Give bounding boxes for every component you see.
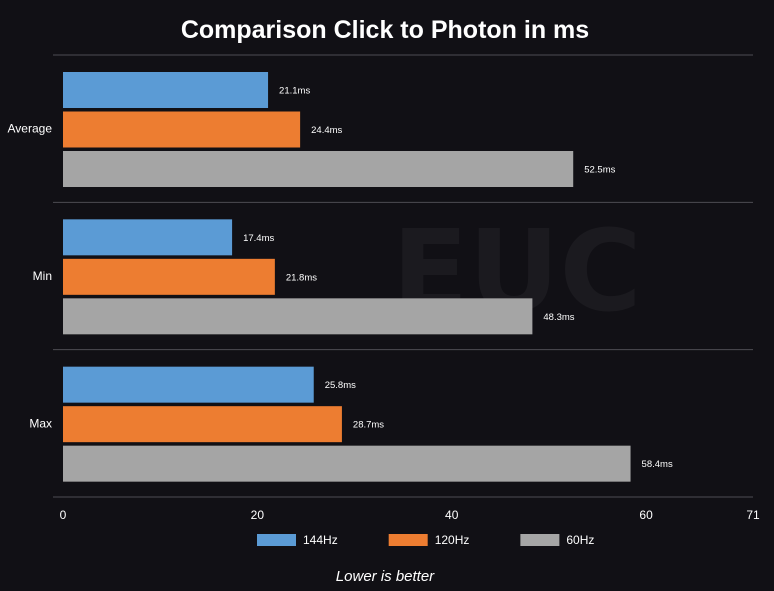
- legend-label: 120Hz: [435, 533, 470, 547]
- bar: [63, 298, 533, 335]
- data-label: 58.4ms: [642, 459, 673, 470]
- bar: [63, 219, 233, 256]
- legend-item: 120Hz: [388, 533, 470, 547]
- legend-swatch: [257, 534, 296, 546]
- category-axis: Average Min Max: [8, 122, 53, 431]
- tick-label: 60: [639, 508, 653, 522]
- legend-label: 144Hz: [303, 533, 338, 547]
- bar: [63, 258, 275, 295]
- chart-title: Comparison Click to Photon in ms: [181, 16, 589, 44]
- bar: [63, 72, 269, 108]
- category-label: Average: [8, 122, 53, 136]
- data-label: 48.3ms: [543, 312, 574, 323]
- category-label: Min: [33, 269, 52, 283]
- tick-label: 40: [445, 508, 459, 522]
- grid-lines: [53, 54, 753, 498]
- data-label: 21.1ms: [279, 86, 310, 97]
- footnote-lower-is-better: Lower is better: [336, 568, 435, 585]
- data-label: 17.4ms: [243, 233, 274, 244]
- tick-label: 0: [60, 508, 67, 522]
- bars: [63, 72, 631, 482]
- category-label: Max: [29, 416, 52, 430]
- legend: 144Hz 120Hz 60Hz: [257, 533, 594, 547]
- legend-swatch: [388, 534, 428, 546]
- bar: [63, 406, 342, 443]
- bar: [63, 111, 301, 148]
- value-axis: 0 20 40 60 71: [60, 508, 760, 522]
- data-label: 25.8ms: [325, 380, 356, 391]
- data-labels: 21.1ms 24.4ms 52.5ms 17.4ms 21.8ms 48.3ms 25.8…: [243, 86, 673, 471]
- bar: [63, 151, 574, 187]
- legend-swatch: [520, 534, 560, 546]
- legend-item: 144Hz: [257, 533, 338, 547]
- data-label: 28.7ms: [353, 420, 384, 431]
- bar: [63, 366, 314, 403]
- tick-label: 71: [746, 508, 760, 522]
- legend-label: 60Hz: [566, 533, 594, 547]
- tick-label: 20: [251, 508, 265, 522]
- legend-item: 60Hz: [520, 533, 594, 547]
- bar: [63, 445, 631, 482]
- data-label: 21.8ms: [286, 272, 317, 283]
- data-label: 24.4ms: [311, 125, 342, 136]
- data-label: 52.5ms: [584, 165, 615, 176]
